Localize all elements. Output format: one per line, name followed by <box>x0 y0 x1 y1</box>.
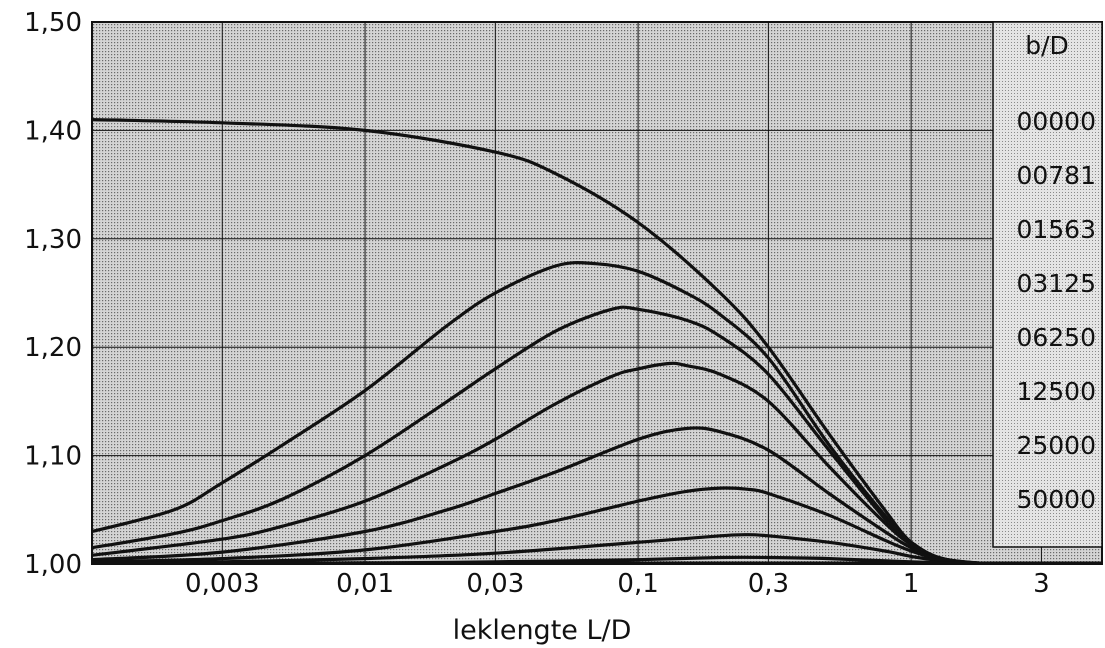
y-tick-label: 1,00 <box>24 550 82 580</box>
x-tick-label: 1 <box>903 569 920 599</box>
legend-title: b/D <box>1025 31 1069 60</box>
x-tick-label: 0,1 <box>617 569 658 599</box>
legend-entry: 06250 <box>1016 323 1096 352</box>
y-tick-label: 1,10 <box>24 442 82 472</box>
y-tick-label: 1,20 <box>24 333 82 363</box>
plot-background <box>92 22 1102 564</box>
legend-entry: 03125 <box>1016 269 1096 298</box>
y-tick-labels: 1,00 1,10 1,20 1,30 1,40 1,50 <box>24 8 82 580</box>
x-tick-label: 0,01 <box>336 569 394 599</box>
legend-entry: 01563 <box>1016 215 1096 244</box>
y-tick-label: 1,50 <box>24 8 82 38</box>
legend-entry: 00781 <box>1016 161 1096 190</box>
x-axis-label: leklengte L/D <box>453 615 632 646</box>
legend-entry: 50000 <box>1016 485 1096 514</box>
x-tick-label: 3 <box>1033 569 1050 599</box>
y-tick-label: 1,40 <box>24 116 82 146</box>
y-tick-label: 1,30 <box>24 225 82 255</box>
legend-entry: 12500 <box>1016 377 1096 406</box>
x-tick-label: 0,03 <box>466 569 524 599</box>
x-tick-labels: 0,003 0,01 0,03 0,1 0,3 1 3 <box>185 569 1050 599</box>
x-tick-label: 0,3 <box>748 569 789 599</box>
legend-entry: 25000 <box>1016 431 1096 460</box>
legend-entry: 00000 <box>1016 107 1096 136</box>
x-tick-label: 0,003 <box>185 569 259 599</box>
